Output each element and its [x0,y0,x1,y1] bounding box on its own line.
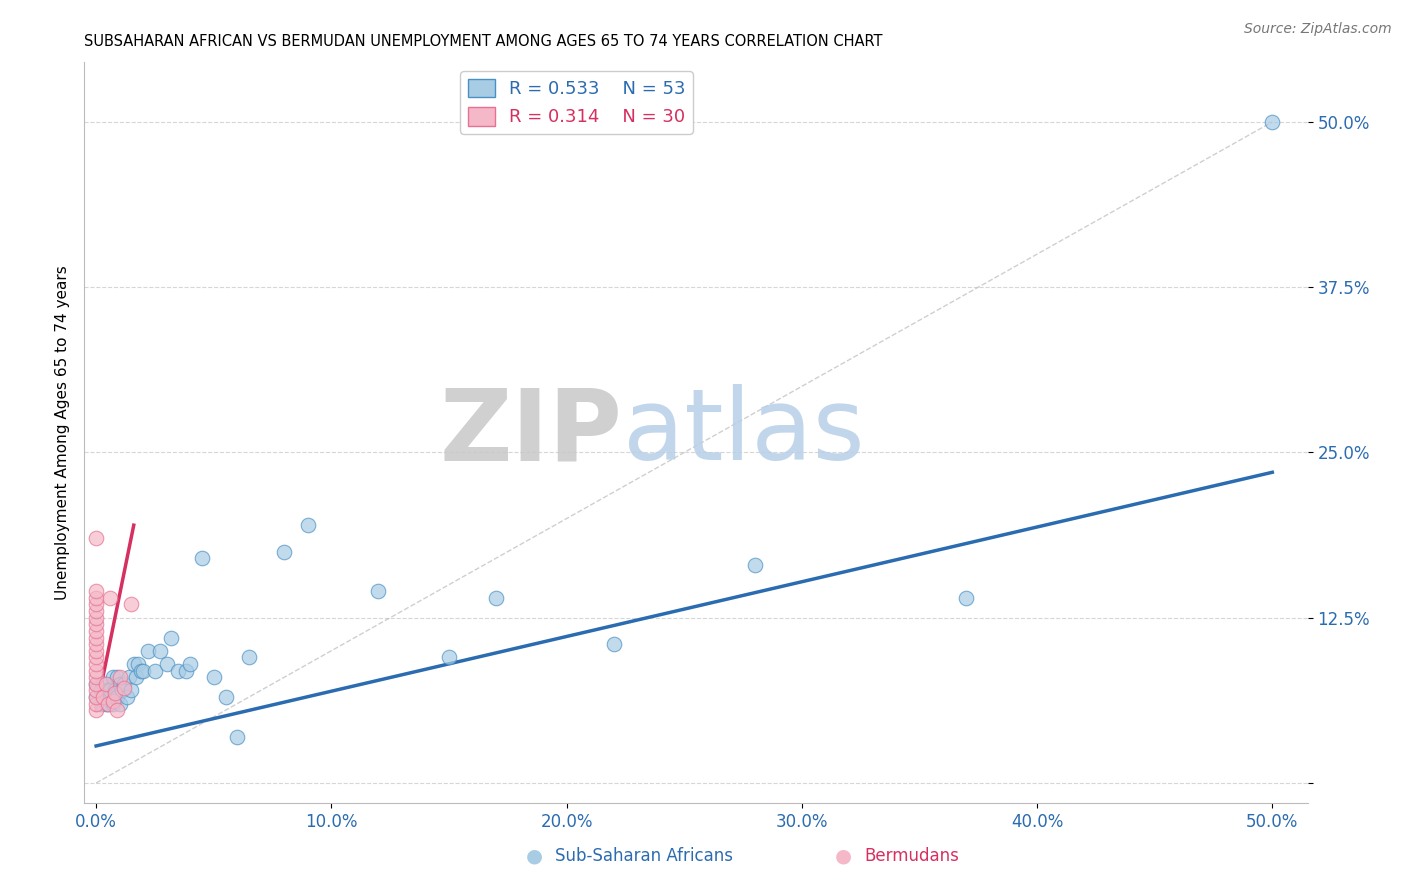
Point [91,677,114,691]
Point [132,664,155,678]
Point [105,690,128,704]
Point [108,697,131,711]
Point [191,551,214,566]
Text: Source: ZipAtlas.com: Source: ZipAtlas.com [1244,22,1392,37]
Point [84,697,107,711]
Point [97,697,120,711]
Point [136,644,159,658]
Point [94,677,117,691]
Point [104,683,127,698]
Text: ●: ● [526,847,543,866]
Point [1261,115,1284,129]
Point [84,657,107,671]
Point [84,644,107,658]
Point [273,544,295,558]
Point [84,637,107,651]
Point [84,532,107,546]
Point [84,584,107,599]
Point [160,631,183,645]
Point [744,558,766,572]
Point [84,611,107,625]
Point [97,697,120,711]
Text: ZIP: ZIP [440,384,623,481]
Point [226,730,249,744]
Point [90,697,112,711]
Point [602,637,624,651]
Point [127,657,149,671]
Point [84,683,107,698]
Point [98,690,121,704]
Text: SUBSAHARAN AFRICAN VS BERMUDAN UNEMPLOYMENT AMONG AGES 65 TO 74 YEARS CORRELATIO: SUBSAHARAN AFRICAN VS BERMUDAN UNEMPLOYM… [84,34,883,49]
Point [94,697,117,711]
Point [84,703,107,717]
Point [149,644,172,658]
Point [129,664,152,678]
Point [97,683,120,698]
Y-axis label: Unemployment Among Ages 65 to 74 years: Unemployment Among Ages 65 to 74 years [55,265,70,600]
Point [90,683,112,698]
Point [112,681,135,695]
Point [167,664,190,678]
Point [84,598,107,612]
Point [108,677,131,691]
Point [104,686,127,700]
Point [84,664,107,678]
Point [112,677,135,691]
Point [101,694,124,708]
Point [84,670,107,684]
Point [108,670,131,684]
Point [143,664,166,678]
Point [174,664,197,678]
Point [238,650,260,665]
Point [84,677,107,691]
Point [84,631,107,645]
Point [104,690,127,704]
Text: ●: ● [835,847,852,866]
Point [111,683,134,698]
Point [84,677,107,691]
Point [84,624,107,638]
Point [84,650,107,665]
Point [115,690,138,704]
Point [955,591,977,605]
Legend: R = 0.533    N = 53, R = 0.314    N = 30: R = 0.533 N = 53, R = 0.314 N = 30 [460,71,693,134]
Point [84,617,107,632]
Point [101,697,124,711]
Text: Bermudans: Bermudans [865,847,959,865]
Point [485,591,508,605]
Text: atlas: atlas [623,384,865,481]
Point [94,690,117,704]
Point [105,703,128,717]
Point [156,657,179,671]
Point [98,591,121,605]
Point [91,690,114,704]
Point [98,683,121,698]
Point [202,670,225,684]
Point [91,690,114,704]
Point [367,584,389,599]
Point [125,670,148,684]
Point [297,518,319,533]
Point [118,670,141,684]
Point [84,690,107,704]
Point [101,670,124,684]
Point [120,598,142,612]
Point [120,683,142,698]
Point [214,690,236,704]
Point [179,657,201,671]
Point [105,670,128,684]
Point [437,650,460,665]
Point [122,657,145,671]
Text: Sub-Saharan Africans: Sub-Saharan Africans [555,847,734,865]
Point [94,677,117,691]
Point [84,690,107,704]
Point [84,604,107,618]
Point [84,591,107,605]
